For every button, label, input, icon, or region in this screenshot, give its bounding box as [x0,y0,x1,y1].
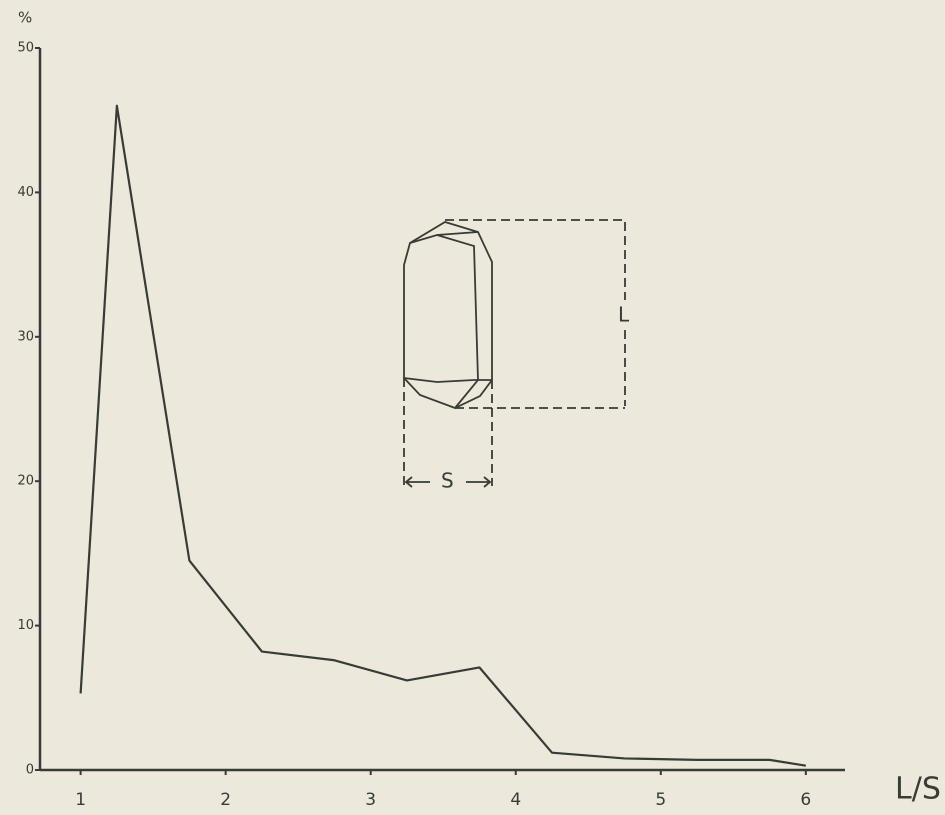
x-tick-label: 2 [220,790,231,810]
annotation: L [618,303,630,327]
y-tick-label: 0 [26,763,34,778]
chart: % L/S L S 0 10 20 30 40 50 1 2 3 4 5 6 [0,0,945,815]
y-tick-label: 20 [17,474,34,489]
y-axis-label: % [18,9,32,27]
annotation: S [441,469,454,493]
x-tick-label: 3 [365,790,376,810]
x-tick-label: 4 [510,790,521,810]
y-tick-label: 40 [17,185,34,200]
y-tick-label: 50 [17,41,34,56]
x-tick-label: 6 [800,790,811,810]
x-axis-label: L/S [895,772,941,807]
x-tick-label: 1 [75,790,86,810]
x-tick-label: 5 [655,790,666,810]
y-tick-label: 30 [17,329,34,344]
y-tick-label: 10 [17,618,34,633]
